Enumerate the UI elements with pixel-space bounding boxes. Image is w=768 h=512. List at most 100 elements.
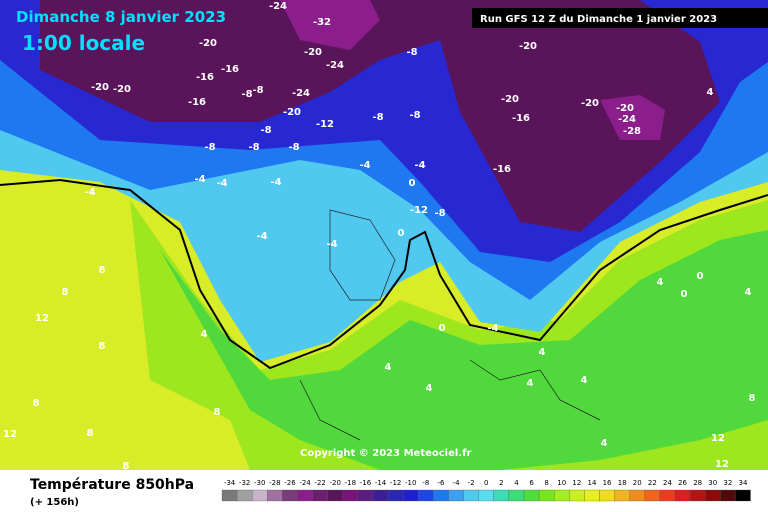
- legend-label: 4: [514, 479, 519, 487]
- contour-label: 8: [99, 265, 106, 276]
- contour-label: 8: [87, 428, 94, 439]
- contour-label: 4: [745, 287, 752, 298]
- legend-swatch: [433, 489, 449, 502]
- legend-label: 10: [557, 479, 566, 487]
- run-label: Run GFS 12 Z du Dimanche 1 janvier 2023: [480, 14, 717, 25]
- contour-label: -20: [616, 103, 634, 114]
- contour-label: -4: [326, 239, 337, 250]
- contour-label: -24: [618, 114, 636, 125]
- legend-label: 12: [572, 479, 581, 487]
- contour-label: 12: [715, 459, 729, 470]
- contour-label: -4: [487, 323, 498, 334]
- contour-label: -4: [216, 178, 227, 189]
- contour-label: -32: [313, 17, 331, 28]
- contour-label: -20: [304, 47, 322, 58]
- legend-swatch: [493, 489, 510, 502]
- legend-swatch: [448, 489, 464, 502]
- legend-label: 16: [603, 479, 612, 487]
- contour-label: 12: [35, 313, 49, 324]
- contour-label: -12: [410, 205, 428, 216]
- legend-swatch: [312, 489, 328, 502]
- legend-swatch: [372, 489, 389, 502]
- legend-label: -22: [314, 479, 325, 487]
- contour-label: -4: [256, 231, 267, 242]
- contour-label: -20: [501, 94, 519, 105]
- legend-swatch: [508, 489, 525, 502]
- contour-label: -8: [260, 125, 271, 136]
- contour-label: -8: [288, 142, 299, 153]
- contour-label: 0: [398, 228, 405, 239]
- legend-swatch: [584, 489, 600, 502]
- contour-label: -16: [188, 97, 206, 108]
- legend-swatch: [297, 489, 313, 502]
- legend-swatch: [538, 489, 555, 502]
- legend-swatch: [221, 489, 238, 502]
- legend-label: -28: [269, 479, 280, 487]
- legend-swatch: [644, 489, 661, 502]
- purple-area: [40, 0, 720, 232]
- contour-label: 4: [426, 383, 433, 394]
- contour-label: -4: [84, 187, 95, 198]
- run-box: [472, 8, 768, 28]
- contour-label: -20: [283, 107, 301, 118]
- contour-label: -16: [512, 113, 530, 124]
- legend-swatch: [387, 489, 404, 502]
- contour-label: 4: [581, 375, 588, 386]
- contour-label: 4: [539, 347, 546, 358]
- legend-swatch: [267, 489, 283, 502]
- legend-label: -26: [284, 479, 296, 487]
- legend-label: 14: [587, 479, 596, 487]
- legend-label: 24: [663, 479, 672, 487]
- contour-label: -20: [519, 41, 537, 52]
- legend-label: 8: [544, 479, 548, 487]
- legend-label: -20: [330, 479, 341, 487]
- legend-swatch: [357, 489, 374, 502]
- legend-label: 6: [529, 479, 534, 487]
- legend-swatch: [418, 489, 434, 502]
- contour-label: 8: [33, 398, 40, 409]
- legend-label: -4: [453, 479, 461, 487]
- legend-swatch: [282, 489, 298, 502]
- legend-label: -6: [437, 479, 445, 487]
- legend-swatch: [252, 489, 268, 502]
- copyright: Copyright © 2023 Meteociel.fr: [300, 448, 471, 459]
- legend-label: -2: [468, 479, 475, 487]
- legend-label: -14: [375, 479, 387, 487]
- legend-label: -30: [254, 479, 265, 487]
- legend-label: 0: [484, 479, 488, 487]
- contour-label: 0: [681, 289, 688, 300]
- contour-label: 8: [214, 407, 221, 418]
- contour-label: -24: [292, 88, 310, 99]
- contour-label: -8: [372, 112, 383, 123]
- time-label: 1:00 locale: [22, 31, 145, 55]
- legend-label: 2: [499, 479, 503, 487]
- legend-swatch: [705, 489, 721, 502]
- legend-label: -10: [405, 479, 416, 487]
- legend-swatch: [659, 489, 676, 502]
- legend-label: -18: [345, 479, 356, 487]
- contour-label: 4: [201, 329, 208, 340]
- legend-swatch: [629, 489, 645, 502]
- contour-label: -4: [414, 160, 425, 171]
- contour-label: -8: [409, 110, 420, 121]
- legend-label: 20: [633, 479, 642, 487]
- coastline: [299, 209, 601, 441]
- legend-label: 18: [618, 479, 627, 487]
- legend-swatch: [569, 489, 585, 502]
- contour-label: 4: [601, 438, 608, 449]
- contour-label: 8: [123, 461, 130, 472]
- legend-swatch: [599, 489, 615, 502]
- legend-swatch: [342, 489, 359, 502]
- contour-label: 12: [3, 429, 17, 440]
- legend-label: -32: [239, 479, 250, 487]
- contour-label: -4: [359, 160, 370, 171]
- contour-label: 0: [697, 271, 704, 282]
- contour-label: 8: [62, 287, 69, 298]
- contour-label: -20: [581, 98, 599, 109]
- legend-swatch: [327, 489, 343, 502]
- temperature-field: [0, 0, 768, 470]
- legend-swatch: [689, 489, 706, 502]
- contour-label: -8: [204, 142, 215, 153]
- contour-label: 8: [99, 341, 106, 352]
- legend-label: -12: [390, 479, 401, 487]
